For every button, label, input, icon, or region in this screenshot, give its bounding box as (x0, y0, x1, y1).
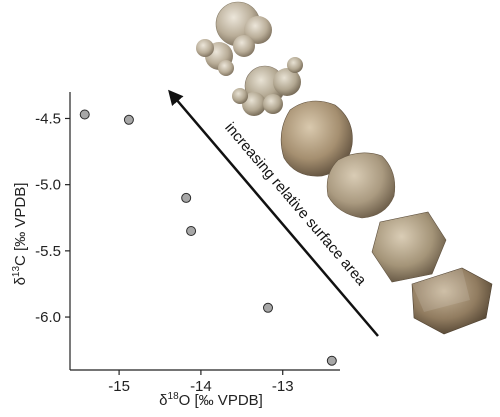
crystal-images (196, 1, 493, 335)
data-point (181, 192, 192, 203)
crystal-image-2 (232, 57, 303, 116)
arrow-line (168, 89, 379, 337)
x-tick-label: -14 (190, 378, 212, 395)
plot-axes: -4.5 -5.0 -5.5 -6.0 -15 -14 -13 (35, 92, 340, 395)
y-tick-label: -5.5 (35, 243, 61, 260)
y-axis-label: δ13C [‰ VPDB] (11, 183, 29, 286)
crystal-image-5 (371, 211, 447, 283)
x-tick-label: -15 (108, 378, 130, 395)
data-point (123, 114, 134, 125)
y-ticks: -4.5 -5.0 -5.5 -6.0 (35, 110, 70, 326)
data-point (326, 355, 337, 366)
data-point (263, 302, 273, 313)
y-tick-label: -4.5 (35, 110, 61, 127)
data-points (79, 109, 337, 366)
x-ticks: -15 -14 -13 (108, 370, 294, 395)
x-axis-label: δ18O [‰ VPDB] (159, 391, 263, 409)
y-tick-label: -5.0 (35, 177, 61, 194)
data-point (79, 109, 90, 120)
x-tick-label: -13 (272, 378, 294, 395)
data-point (186, 226, 197, 236)
crystal-image-1 (196, 1, 272, 76)
crystal-image-4 (326, 152, 396, 219)
crystal-image-6 (411, 267, 493, 335)
y-tick-label: -6.0 (35, 309, 61, 326)
